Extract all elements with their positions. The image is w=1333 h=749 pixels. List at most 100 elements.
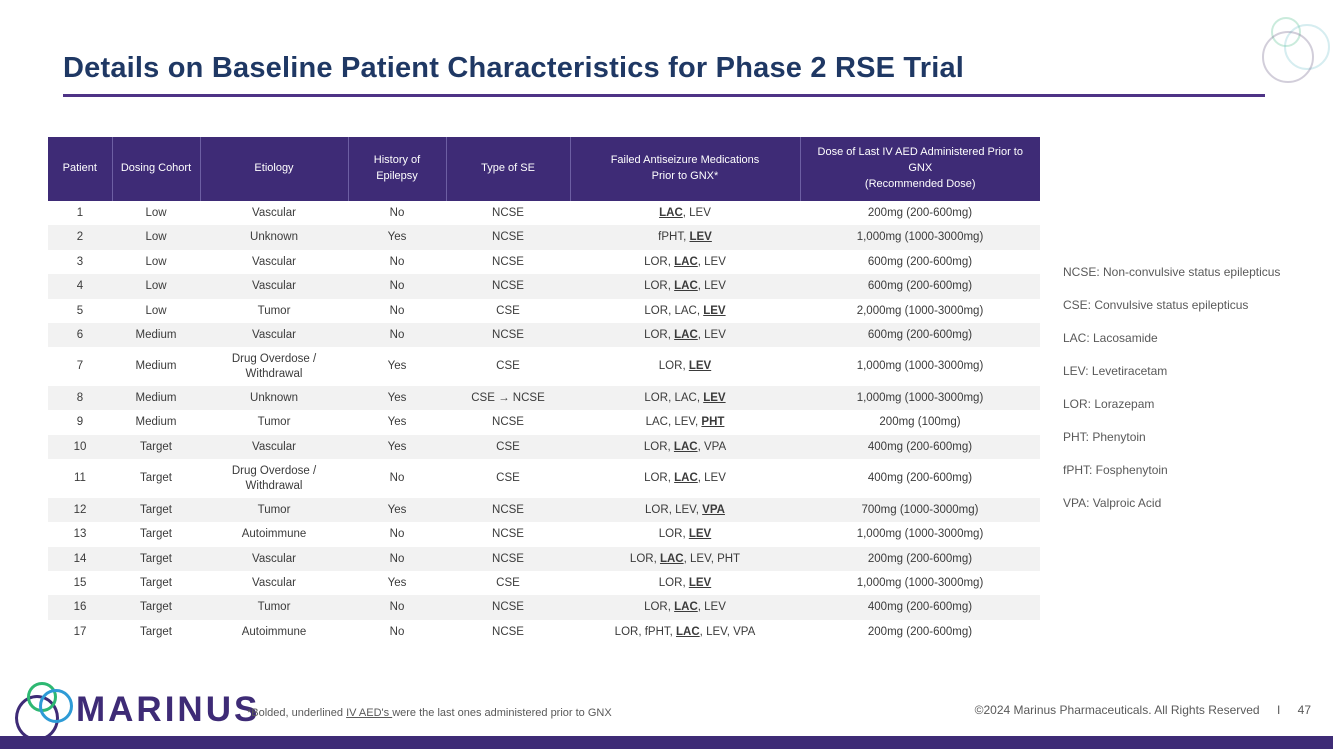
- page-title: Details on Baseline Patient Characterist…: [63, 52, 965, 84]
- dose-cell: 1,000mg (1000-3000mg): [856, 528, 984, 541]
- etiology-cell: Unknown: [200, 225, 348, 250]
- history-cell: No: [389, 625, 405, 638]
- etiology-cell: Drug Overdose / Withdrawal: [231, 353, 317, 380]
- dose-cell: 200mg (100mg): [879, 416, 961, 429]
- etiology-cell: Vascular: [200, 274, 348, 299]
- patient-cell: 5: [76, 304, 84, 317]
- legend-item: NCSE: Non-convulsive status epilepticus: [1063, 265, 1281, 279]
- dose-cell: 2,000mg (1000-3000mg): [856, 304, 984, 317]
- history-cell: Yes: [387, 416, 407, 429]
- history-cell: No: [348, 322, 446, 348]
- failed-meds-cell: LOR, LEV: [658, 528, 712, 541]
- failed-meds-cell: LOR, LAC, LEV: [570, 386, 800, 411]
- history-cell: Yes: [348, 386, 446, 411]
- copyright-line: ©2024 Marinus Pharmaceuticals. All Right…: [975, 703, 1311, 717]
- failed-meds-cell: LOR, fPHT, LAC, LEV, VPA: [614, 625, 756, 638]
- patient-cell: 7: [76, 360, 84, 373]
- type-se-cell: NCSE: [492, 528, 524, 541]
- marinus-logo: MARINUS: [12, 682, 261, 741]
- etiology-cell: Autoimmune: [241, 625, 307, 638]
- etiology-cell: Unknown: [200, 386, 348, 411]
- table-row: 4 Low Vascular No NCSE LOR, LAC, LEV 600mg (20…: [48, 274, 1040, 299]
- failed-meds-cell: LOR, LAC, LEV: [570, 322, 800, 348]
- etiology-cell: Vascular: [200, 322, 348, 348]
- patient-cell: 1: [76, 207, 84, 219]
- history-cell: No: [389, 304, 405, 317]
- cohort-cell: Low: [112, 225, 200, 250]
- history-cell: Yes: [387, 577, 407, 589]
- table-row: 11 Target Drug Overdose / Withdrawal No CSE L…: [48, 459, 1040, 498]
- failed-meds-cell: LOR, LAC, VPA: [570, 434, 800, 460]
- type-se-cell: NCSE: [446, 595, 570, 620]
- etiology-cell: Autoimmune: [241, 528, 307, 541]
- history-cell: No: [389, 528, 405, 541]
- dose-cell: 600mg (200-600mg): [867, 255, 973, 268]
- history-cell: No: [389, 255, 405, 268]
- cohort-cell: Target: [112, 434, 200, 460]
- dose-cell: 200mg (200-600mg): [800, 546, 1040, 571]
- dose-cell: 400mg (200-600mg): [800, 595, 1040, 620]
- cohort-cell: Low: [145, 207, 167, 219]
- dose-cell: 1,000mg (1000-3000mg): [800, 386, 1040, 411]
- cohort-cell: Medium: [135, 360, 177, 373]
- cohort-cell: Low: [145, 255, 167, 268]
- title-underline: [63, 94, 1265, 97]
- failed-meds-cell: LOR, LAC, LEV: [644, 255, 726, 268]
- type-se-cell: CSE: [496, 360, 520, 373]
- marinus-circles-icon: [12, 682, 73, 741]
- failed-meds-cell: LOR, LAC, LEV: [644, 472, 726, 485]
- legend-item: LOR: Lorazepam: [1063, 397, 1155, 411]
- cohort-cell: Medium: [112, 322, 200, 348]
- type-se-cell: CSE: [496, 577, 520, 589]
- history-cell: Yes: [348, 225, 446, 250]
- patient-cell: 15: [73, 577, 87, 589]
- column-header: Failed Antiseizure Medications Prior to G…: [569, 137, 800, 201]
- patient-cell: 16: [48, 595, 112, 620]
- cohort-cell: Low: [112, 274, 200, 299]
- type-se-cell: CSE: [496, 304, 520, 317]
- cohort-cell: Target: [140, 472, 172, 485]
- type-se-cell: NCSE: [492, 207, 524, 219]
- etiology-cell: Tumor: [200, 497, 348, 523]
- dose-cell: 600mg (200-600mg): [800, 322, 1040, 348]
- cohort-cell: Target: [140, 625, 172, 638]
- type-se-cell: CSE: [446, 434, 570, 460]
- table-row: 6 Medium Vascular No NCSE LOR, LAC, LEV 600mg …: [48, 322, 1040, 348]
- type-se-cell: CSE: [496, 472, 520, 485]
- table-row: 16 Target Tumor No NCSE LOR, LAC, LEV 400mg (2…: [48, 595, 1040, 620]
- type-se-cell: NCSE: [446, 546, 570, 571]
- type-se-cell: NCSE: [492, 416, 524, 429]
- cohort-cell: Target: [140, 577, 172, 589]
- dose-cell: 600mg (200-600mg): [800, 274, 1040, 299]
- patient-cell: 8: [48, 386, 112, 411]
- patient-cell: 4: [48, 274, 112, 299]
- type-se-cell: NCSE: [492, 255, 524, 268]
- marinus-wordmark: MARINUS: [76, 690, 261, 729]
- failed-meds-cell: LOR, LEV: [658, 577, 712, 589]
- history-cell: Yes: [348, 434, 446, 460]
- table-row: 1 Low Vascular No NCSE LAC, LEV 200mg (200-600…: [48, 201, 1040, 225]
- table-row: 2 Low Unknown Yes NCSE fPHT, LEV 1,000mg (1000…: [48, 225, 1040, 250]
- etiology-cell: Tumor: [257, 416, 291, 429]
- patient-cell: 2: [48, 225, 112, 250]
- etiology-cell: Tumor: [257, 304, 291, 317]
- dose-cell: 200mg (200-600mg): [867, 207, 973, 219]
- history-cell: No: [389, 207, 405, 219]
- history-cell: Yes: [387, 360, 407, 373]
- cohort-cell: Medium: [135, 416, 177, 429]
- cohort-cell: Target: [112, 546, 200, 571]
- table-row: 14 Target Vascular No NCSE LOR, LAC, LEV, PHT…: [48, 546, 1040, 571]
- table-footnote: *Bolded, underlined IV AED's were the la…: [247, 707, 612, 719]
- table-row: 10 Target Vascular Yes CSE LOR, LAC, VPA 400mg…: [48, 434, 1040, 460]
- failed-meds-cell: LAC, LEV: [659, 207, 711, 219]
- failed-meds-cell: LOR, LEV, VPA: [570, 497, 800, 523]
- type-se-cell: NCSE: [446, 225, 570, 250]
- etiology-cell: Vascular: [252, 207, 296, 219]
- column-header: Etiology: [199, 137, 348, 201]
- etiology-cell: Drug Overdose / Withdrawal: [231, 465, 317, 492]
- etiology-cell: Vascular: [200, 546, 348, 571]
- patient-cell: 11: [74, 472, 86, 485]
- dose-cell: 400mg (200-600mg): [800, 434, 1040, 460]
- etiology-cell: Vascular: [252, 255, 296, 268]
- dose-cell: 700mg (1000-3000mg): [800, 497, 1040, 523]
